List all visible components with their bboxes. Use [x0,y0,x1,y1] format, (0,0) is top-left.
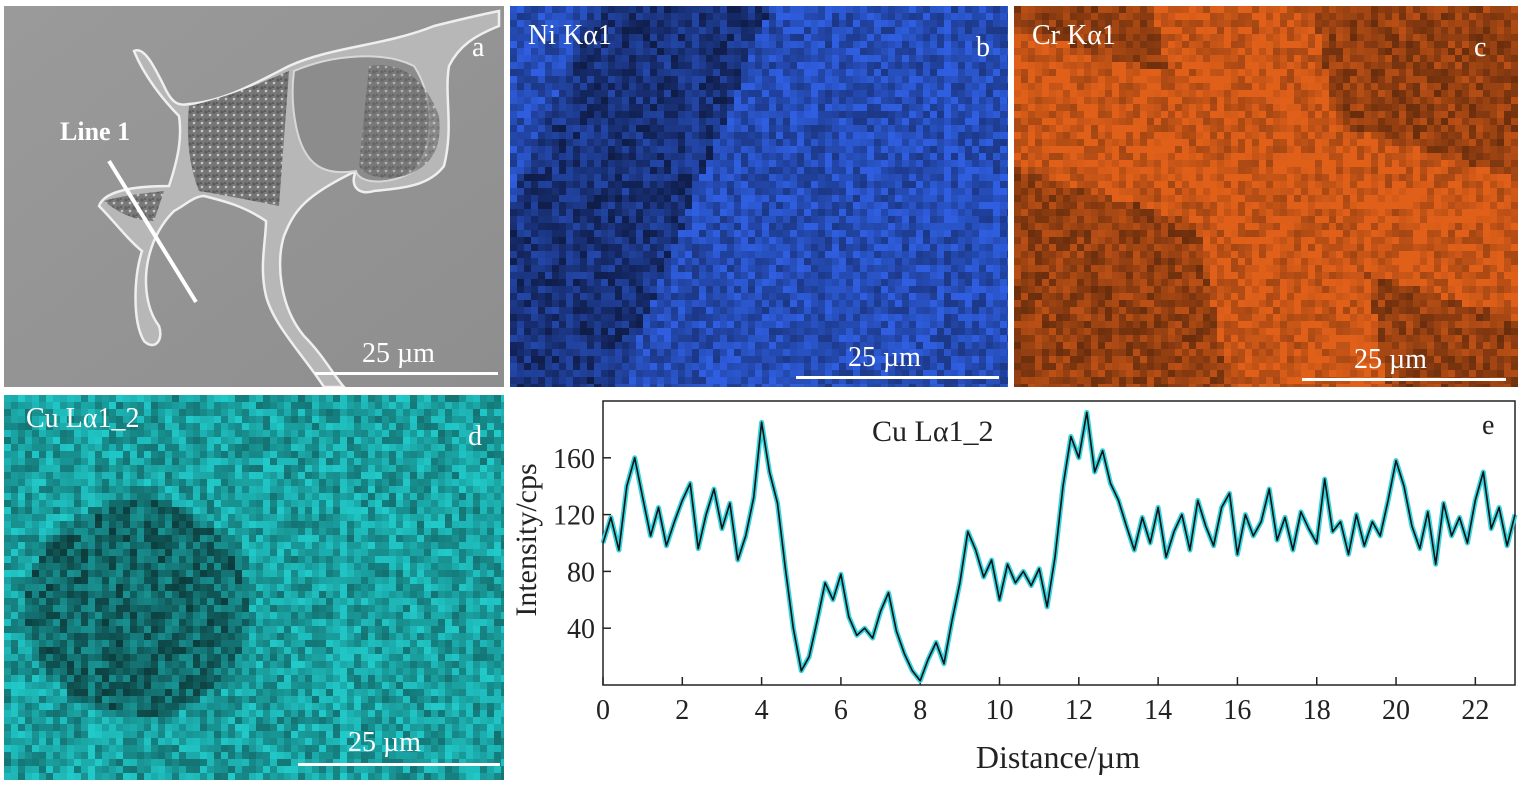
x-tick-label: 0 [596,695,610,726]
x-axis-label: Distance/µm [976,739,1140,775]
panel-b-scale-bar [796,376,999,379]
cr-element-map [1014,6,1518,387]
x-tick-label: 22 [1461,695,1489,726]
panel-a-letter: a [472,32,485,63]
x-tick-label: 4 [755,695,769,726]
x-tick-label: 10 [986,695,1014,726]
panel-c-letter: c [1474,32,1487,63]
panel-e-letter: e [1482,410,1494,441]
panel-a-scale-label: 25 µm [362,338,435,369]
panel-d-scale-bar [298,763,500,766]
panel-c-title: Cr Kα1 [1032,20,1116,51]
sem-micrograph [4,6,504,387]
x-tick-label: 16 [1223,695,1251,726]
panel-d-cu-map: Cu Lα1_2 d 25 µm [4,395,504,780]
panel-b-title: Ni Kα1 [528,20,612,51]
panel-a-sem-image: Line 1 a 25 µm [4,6,504,387]
ni-element-map [510,6,1008,387]
y-tick-label: 120 [553,501,595,532]
x-tick-label: 8 [913,695,927,726]
x-tick-label: 6 [834,695,848,726]
cu-line-scan-series [602,411,1516,682]
x-tick-label: 20 [1382,695,1410,726]
panel-d-letter: d [468,421,482,452]
y-axis-label: Intensity/cps [510,463,543,616]
panel-d-title: Cu Lα1_2 [26,403,140,434]
x-tick-label: 2 [675,695,689,726]
line-1-label: Line 1 [60,117,131,146]
y-tick-label: 40 [567,614,595,645]
panel-b-letter: b [976,32,990,63]
panel-c-cr-map: Cr Kα1 c 25 µm [1014,6,1518,387]
panel-d-scale-label: 25 µm [348,727,421,758]
y-tick-label: 160 [553,444,595,475]
chart-title: Cu Lα1_2 [872,415,994,448]
panel-c-scale-label: 25 µm [1354,344,1427,375]
cu-element-map [4,395,504,780]
x-tick-label: 12 [1065,695,1093,726]
x-tick-label: 18 [1303,695,1331,726]
panel-a-scale-bar [315,372,498,375]
x-tick-label: 14 [1144,695,1172,726]
panel-b-scale-label: 25 µm [848,342,921,373]
line-1-marker [107,159,198,304]
y-tick-label: 80 [567,557,595,588]
panel-c-scale-bar [1302,378,1506,381]
panel-b-ni-map: Ni Kα1 b 25 µm [510,6,1008,387]
